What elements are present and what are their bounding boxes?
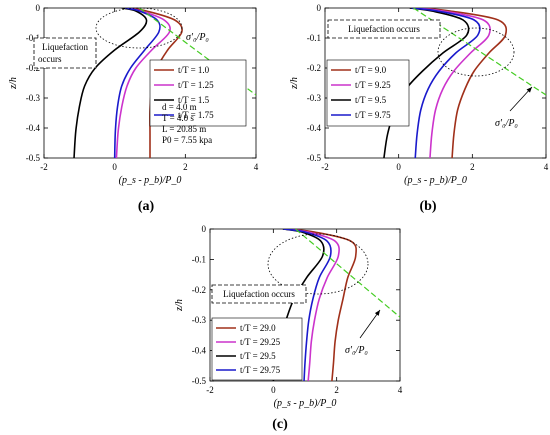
y-tick-label: -0.5 bbox=[192, 376, 207, 386]
liquefaction-label: Liquefaction occurs bbox=[223, 289, 295, 299]
x-axis-label: (p_s - p_b)/P_0 bbox=[404, 175, 467, 186]
y-tick-label: -0.1 bbox=[192, 254, 206, 264]
x-tick-label: 4 bbox=[398, 385, 403, 395]
liquefaction-label: occurs bbox=[38, 54, 62, 64]
liquefaction-box bbox=[211, 284, 307, 304]
y-axis-label: z/h bbox=[8, 77, 19, 90]
x-tick-label: -2 bbox=[321, 162, 329, 172]
panel-label-c: (c) bbox=[272, 417, 288, 432]
legend-label: t/T = 29.75 bbox=[240, 365, 281, 375]
panel-label-b: (b) bbox=[419, 199, 436, 214]
y-tick-label: -0.3 bbox=[26, 93, 41, 103]
parameter-text: P0 = 7.55 kpa bbox=[162, 135, 212, 145]
x-tick-label: 4 bbox=[254, 162, 259, 172]
y-tick-label: 0 bbox=[317, 3, 322, 13]
y-axis-label: z/h bbox=[289, 77, 300, 90]
y-tick-label: -0.3 bbox=[192, 315, 207, 325]
legend-label: t/T = 29.25 bbox=[240, 337, 281, 347]
legend-label: t/T = 1.75 bbox=[178, 110, 214, 120]
liquefaction-region bbox=[437, 27, 515, 77]
liquefaction-box bbox=[33, 37, 97, 69]
x-tick-label: 2 bbox=[183, 162, 188, 172]
x-tick-label: 0 bbox=[271, 385, 276, 395]
parameter-text: L = 20.85 m bbox=[162, 124, 206, 134]
y-tick-label: -0.1 bbox=[26, 33, 40, 43]
legend-label: t/T = 9.75 bbox=[355, 110, 391, 120]
legend-label: t/T = 9.0 bbox=[355, 65, 387, 75]
plot-frame bbox=[209, 228, 401, 382]
legend-label: t/T = 1.0 bbox=[178, 65, 210, 75]
legend-label: t/T = 29.0 bbox=[240, 323, 276, 333]
series-line-3 bbox=[411, 8, 481, 158]
y-tick-label: -0.2 bbox=[307, 63, 321, 73]
y-tick-label: -0.1 bbox=[307, 33, 321, 43]
series-line-2 bbox=[73, 8, 148, 158]
x-tick-label: 0 bbox=[396, 162, 401, 172]
annotation-arrow bbox=[359, 309, 381, 339]
liquefaction-label: Liquefaction occurs bbox=[348, 24, 420, 34]
plot-frame bbox=[324, 7, 547, 159]
liquefaction-region bbox=[95, 7, 183, 49]
y-tick-label: -0.5 bbox=[26, 153, 41, 163]
x-axis-label: (p_s - p_b)/P_0 bbox=[119, 175, 182, 186]
y-tick-label: 0 bbox=[202, 224, 207, 234]
y-axis-label: z/h bbox=[174, 299, 185, 312]
legend-label: t/T = 1.25 bbox=[178, 80, 214, 90]
x-tick-label: 0 bbox=[112, 162, 117, 172]
legend-label: t/T = 9.5 bbox=[355, 95, 387, 105]
y-tick-label: 0 bbox=[36, 3, 41, 13]
y-tick-label: -0.3 bbox=[307, 93, 322, 103]
annotation-arrow-head bbox=[374, 310, 380, 316]
parameter-text: T = 4.0 s bbox=[162, 113, 194, 123]
y-tick-label: -0.4 bbox=[307, 123, 322, 133]
x-tick-label: 2 bbox=[334, 385, 339, 395]
x-axis-label: (p_s - p_b)/P_0 bbox=[274, 398, 337, 409]
y-tick-label: -0.4 bbox=[192, 346, 207, 356]
panel-c: -2 0 2 4 0 -0.1 -0.2 -0.3 -0.4 -0.5 (p_s - p_b)/P_… bbox=[174, 224, 403, 409]
x-tick-label: 2 bbox=[470, 162, 475, 172]
legend-label: t/T = 9.25 bbox=[355, 80, 391, 90]
annotation-arrow-head bbox=[526, 87, 532, 93]
legend-label: t/T = 1.5 bbox=[178, 95, 210, 105]
series-line-3 bbox=[283, 229, 332, 381]
y-tick-label: -0.2 bbox=[192, 285, 206, 295]
series-line-0 bbox=[417, 8, 508, 158]
x-tick-label: -2 bbox=[40, 162, 48, 172]
liquefaction-region bbox=[267, 233, 369, 295]
parameter-text: d = 4.0 m bbox=[162, 102, 197, 112]
legend-label: t/T = 29.5 bbox=[240, 351, 276, 361]
x-tick-label: -2 bbox=[206, 385, 214, 395]
series-line-1 bbox=[284, 229, 340, 381]
panel-b: -2 0 2 4 0 -0.1 -0.2 -0.3 -0.4 -0.5 (p_s - p_b)/P_… bbox=[289, 3, 549, 186]
effective-stress-label: σ'₀/P₀ bbox=[186, 32, 209, 43]
liquefaction-box bbox=[327, 19, 441, 39]
effective-stress-label: σ'₀/P₀ bbox=[345, 345, 368, 356]
y-tick-label: -0.4 bbox=[26, 123, 41, 133]
y-tick-label: -0.2 bbox=[26, 63, 40, 73]
series-line-stress bbox=[295, 229, 400, 318]
panel-a: -2 0 2 4 0 -0.1 -0.2 -0.3 -0.4 -0.5 (p_s - p_b)/P_… bbox=[8, 3, 259, 186]
series-line-1 bbox=[413, 8, 491, 158]
effective-stress-label: σ'₀/P₀ bbox=[495, 118, 518, 129]
y-tick-label: -0.5 bbox=[307, 153, 322, 163]
x-tick-label: 4 bbox=[544, 162, 549, 172]
panel-label-a: (a) bbox=[138, 199, 155, 214]
series-line-1 bbox=[115, 8, 171, 158]
liquefaction-label: Liquefaction bbox=[42, 42, 88, 52]
